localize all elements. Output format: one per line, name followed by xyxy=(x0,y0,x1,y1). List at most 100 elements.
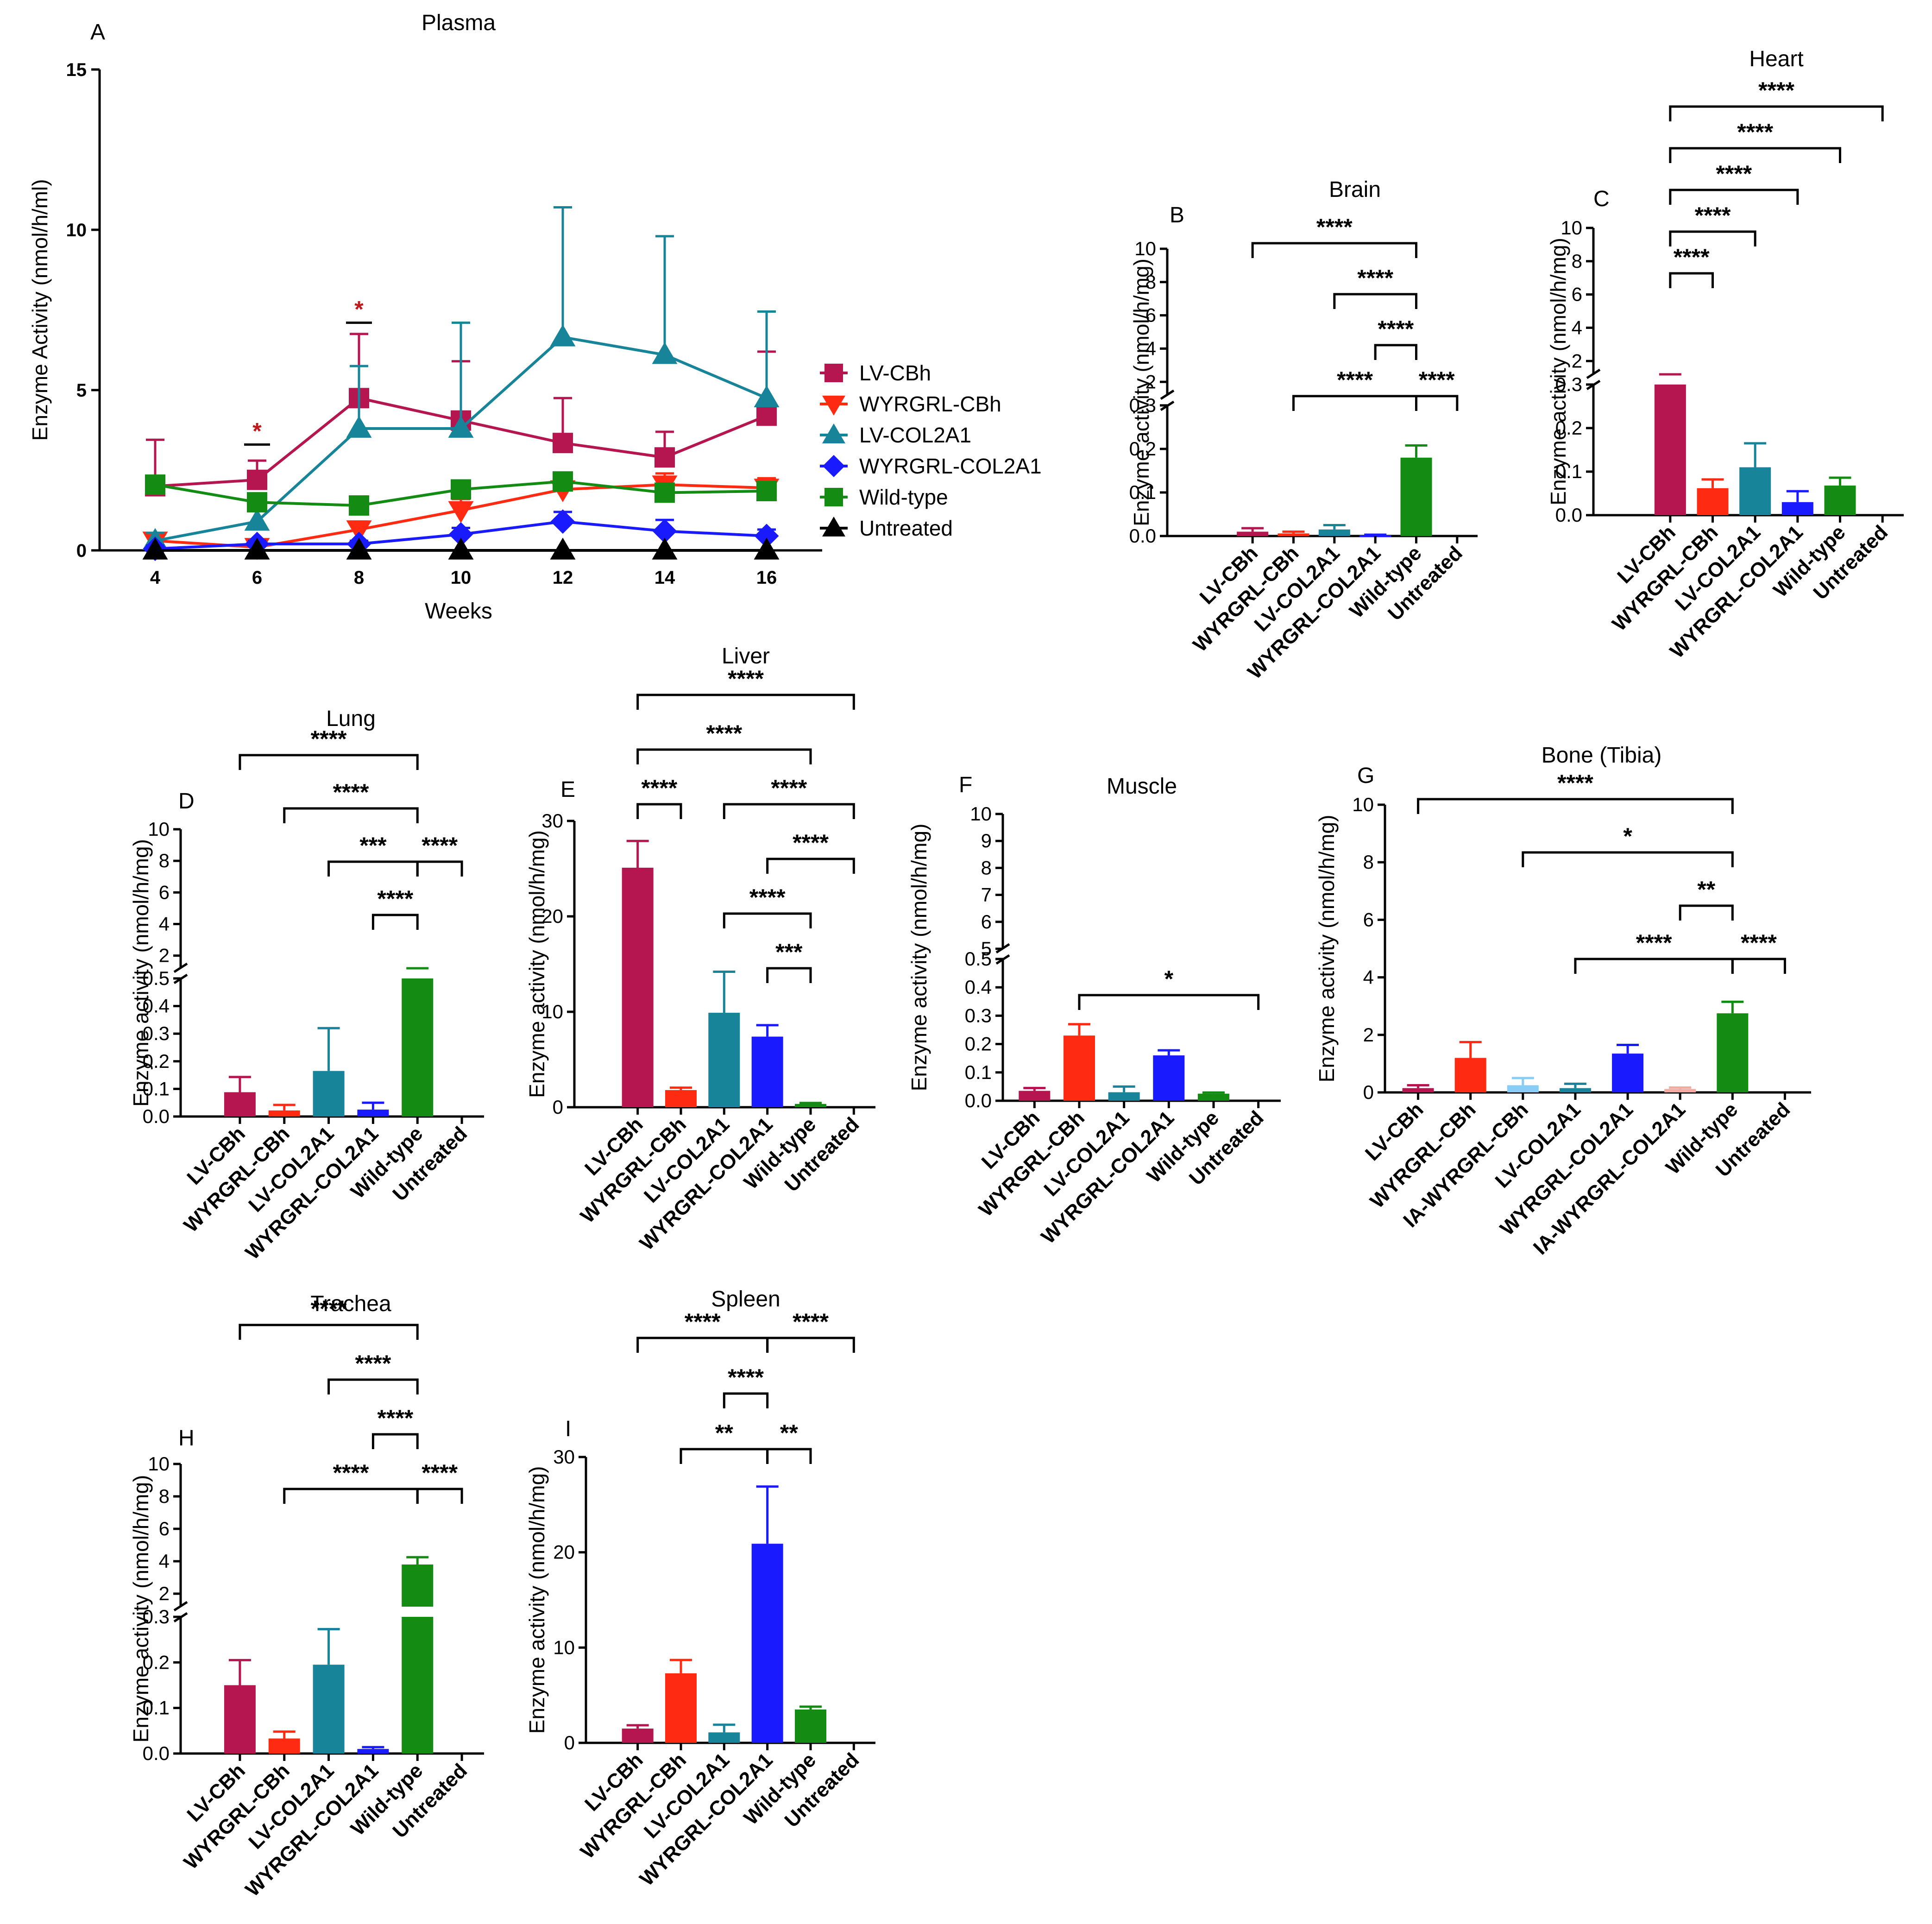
y-tick-label: 8 xyxy=(1363,851,1374,873)
chart-title: Bone (Tibia) xyxy=(1542,743,1662,768)
bar-group xyxy=(1739,442,1771,515)
annotation-star: * xyxy=(354,296,364,322)
bracket-line xyxy=(1574,958,1734,974)
y-tick-label: 4 xyxy=(159,913,170,935)
bar xyxy=(268,1738,300,1754)
x-tick-label: 10 xyxy=(451,568,472,588)
significance-label: **** xyxy=(749,884,786,910)
significance-label: * xyxy=(1623,823,1632,849)
y-tick-label: 0.5 xyxy=(965,948,992,970)
bar xyxy=(402,1617,434,1754)
bar xyxy=(1559,1088,1591,1092)
significance-bracket: **** xyxy=(283,779,419,823)
significance-label: **** xyxy=(422,833,458,858)
bracket-line xyxy=(723,912,812,928)
data-point xyxy=(822,517,845,536)
bar xyxy=(224,1092,256,1117)
y-tick-label: 0.0 xyxy=(143,1105,170,1127)
significance-label: ** xyxy=(780,1420,798,1446)
bracket-line xyxy=(1679,904,1734,921)
data-point xyxy=(244,509,270,531)
bracket-line xyxy=(1333,293,1417,309)
significance-bracket: **** xyxy=(1574,930,1734,974)
bar-group xyxy=(402,1556,434,1754)
bracket-line xyxy=(1669,105,1884,121)
y-tick-label: 9 xyxy=(981,830,992,852)
bar xyxy=(1739,467,1771,515)
significance-label: **** xyxy=(793,1309,829,1335)
y-tick-label: 0.1 xyxy=(965,1061,992,1083)
data-point xyxy=(654,447,675,468)
bar xyxy=(1237,531,1269,536)
chart-title: Brain xyxy=(1329,177,1381,202)
y-tick-label: 5 xyxy=(76,380,87,401)
bar xyxy=(1278,533,1309,536)
chart-title: Muscle xyxy=(1107,774,1177,799)
axis-break-mark xyxy=(1586,368,1601,379)
bracket-line xyxy=(636,1337,769,1353)
bar-group xyxy=(1507,1077,1539,1092)
y-tick-label: 5 xyxy=(981,938,992,959)
significance-bracket: ** xyxy=(766,1420,812,1464)
data-point xyxy=(754,385,780,408)
bar-group xyxy=(1153,1049,1185,1101)
data-point xyxy=(448,501,474,523)
bar-group xyxy=(622,1724,654,1743)
bar-group xyxy=(1697,478,1729,515)
data-point xyxy=(756,480,777,501)
bar-group xyxy=(708,970,740,1107)
bracket-line xyxy=(723,1392,769,1408)
y-tick-label: 0.3 xyxy=(143,1606,170,1628)
significance-bracket: ** xyxy=(680,1420,769,1464)
bar xyxy=(1198,1093,1229,1101)
series-wild-type xyxy=(145,471,777,516)
significance-bracket: **** xyxy=(636,666,855,710)
bracket-line xyxy=(1292,395,1417,411)
y-tick-label: 10 xyxy=(541,1001,563,1022)
y-tick-label: 0 xyxy=(564,1732,575,1754)
significance-label: **** xyxy=(771,775,807,801)
bar-group xyxy=(1019,1086,1051,1101)
panel-label: E xyxy=(560,777,575,802)
data-point xyxy=(654,482,675,503)
significance-label: **** xyxy=(1737,119,1773,145)
y-tick-label: 10 xyxy=(553,1636,575,1658)
annotation-star: * xyxy=(252,418,262,444)
significance-label: **** xyxy=(1357,265,1393,291)
bracket-line xyxy=(1522,851,1734,867)
y-tick-label: 30 xyxy=(541,810,563,832)
panel-i-spleen-bar-chart: I Spleen Enzyme activity (nmol/h/mg) 0 10 20 3… xyxy=(525,1287,875,1890)
significance-label: **** xyxy=(1316,214,1353,240)
data-point xyxy=(346,416,372,438)
y-tick-label: 0.0 xyxy=(1129,525,1156,547)
y-tick-label: 0.0 xyxy=(1555,504,1582,526)
significance-bracket: **** xyxy=(1374,316,1417,360)
bracket-line xyxy=(1078,994,1260,1010)
y-tick-label: 10 xyxy=(148,818,170,840)
significance-bracket: **** xyxy=(723,884,812,928)
data-point xyxy=(756,405,777,426)
panel-label: H xyxy=(178,1426,195,1451)
bracket-line xyxy=(766,967,812,983)
significance-bracket: **** xyxy=(416,1460,463,1504)
bar-group xyxy=(1278,530,1309,536)
significance-label: **** xyxy=(1741,930,1777,956)
y-tick-label: 8 xyxy=(981,857,992,878)
y-tick-label: 6 xyxy=(1145,304,1156,326)
bar-group xyxy=(751,1485,783,1743)
bar-group xyxy=(1064,1023,1095,1101)
legend-label: Wild-type xyxy=(859,485,948,509)
y-axis-label: Enzyme activity (nmol/h/mg) xyxy=(129,839,153,1107)
bar xyxy=(1612,1053,1644,1092)
data-point xyxy=(822,396,845,416)
significance-label: **** xyxy=(1636,930,1672,956)
x-tick-label: 12 xyxy=(553,568,573,588)
data-point xyxy=(346,520,372,543)
bar-group xyxy=(751,1024,783,1107)
significance-bracket: **** xyxy=(636,720,812,764)
bar xyxy=(357,1110,389,1117)
significance-bracket: **** xyxy=(1669,77,1884,121)
bar-group xyxy=(224,1076,256,1117)
y-axis-label: Enzyme Activity (nmol/h/ml) xyxy=(28,179,52,441)
bracket-line xyxy=(680,1448,769,1464)
